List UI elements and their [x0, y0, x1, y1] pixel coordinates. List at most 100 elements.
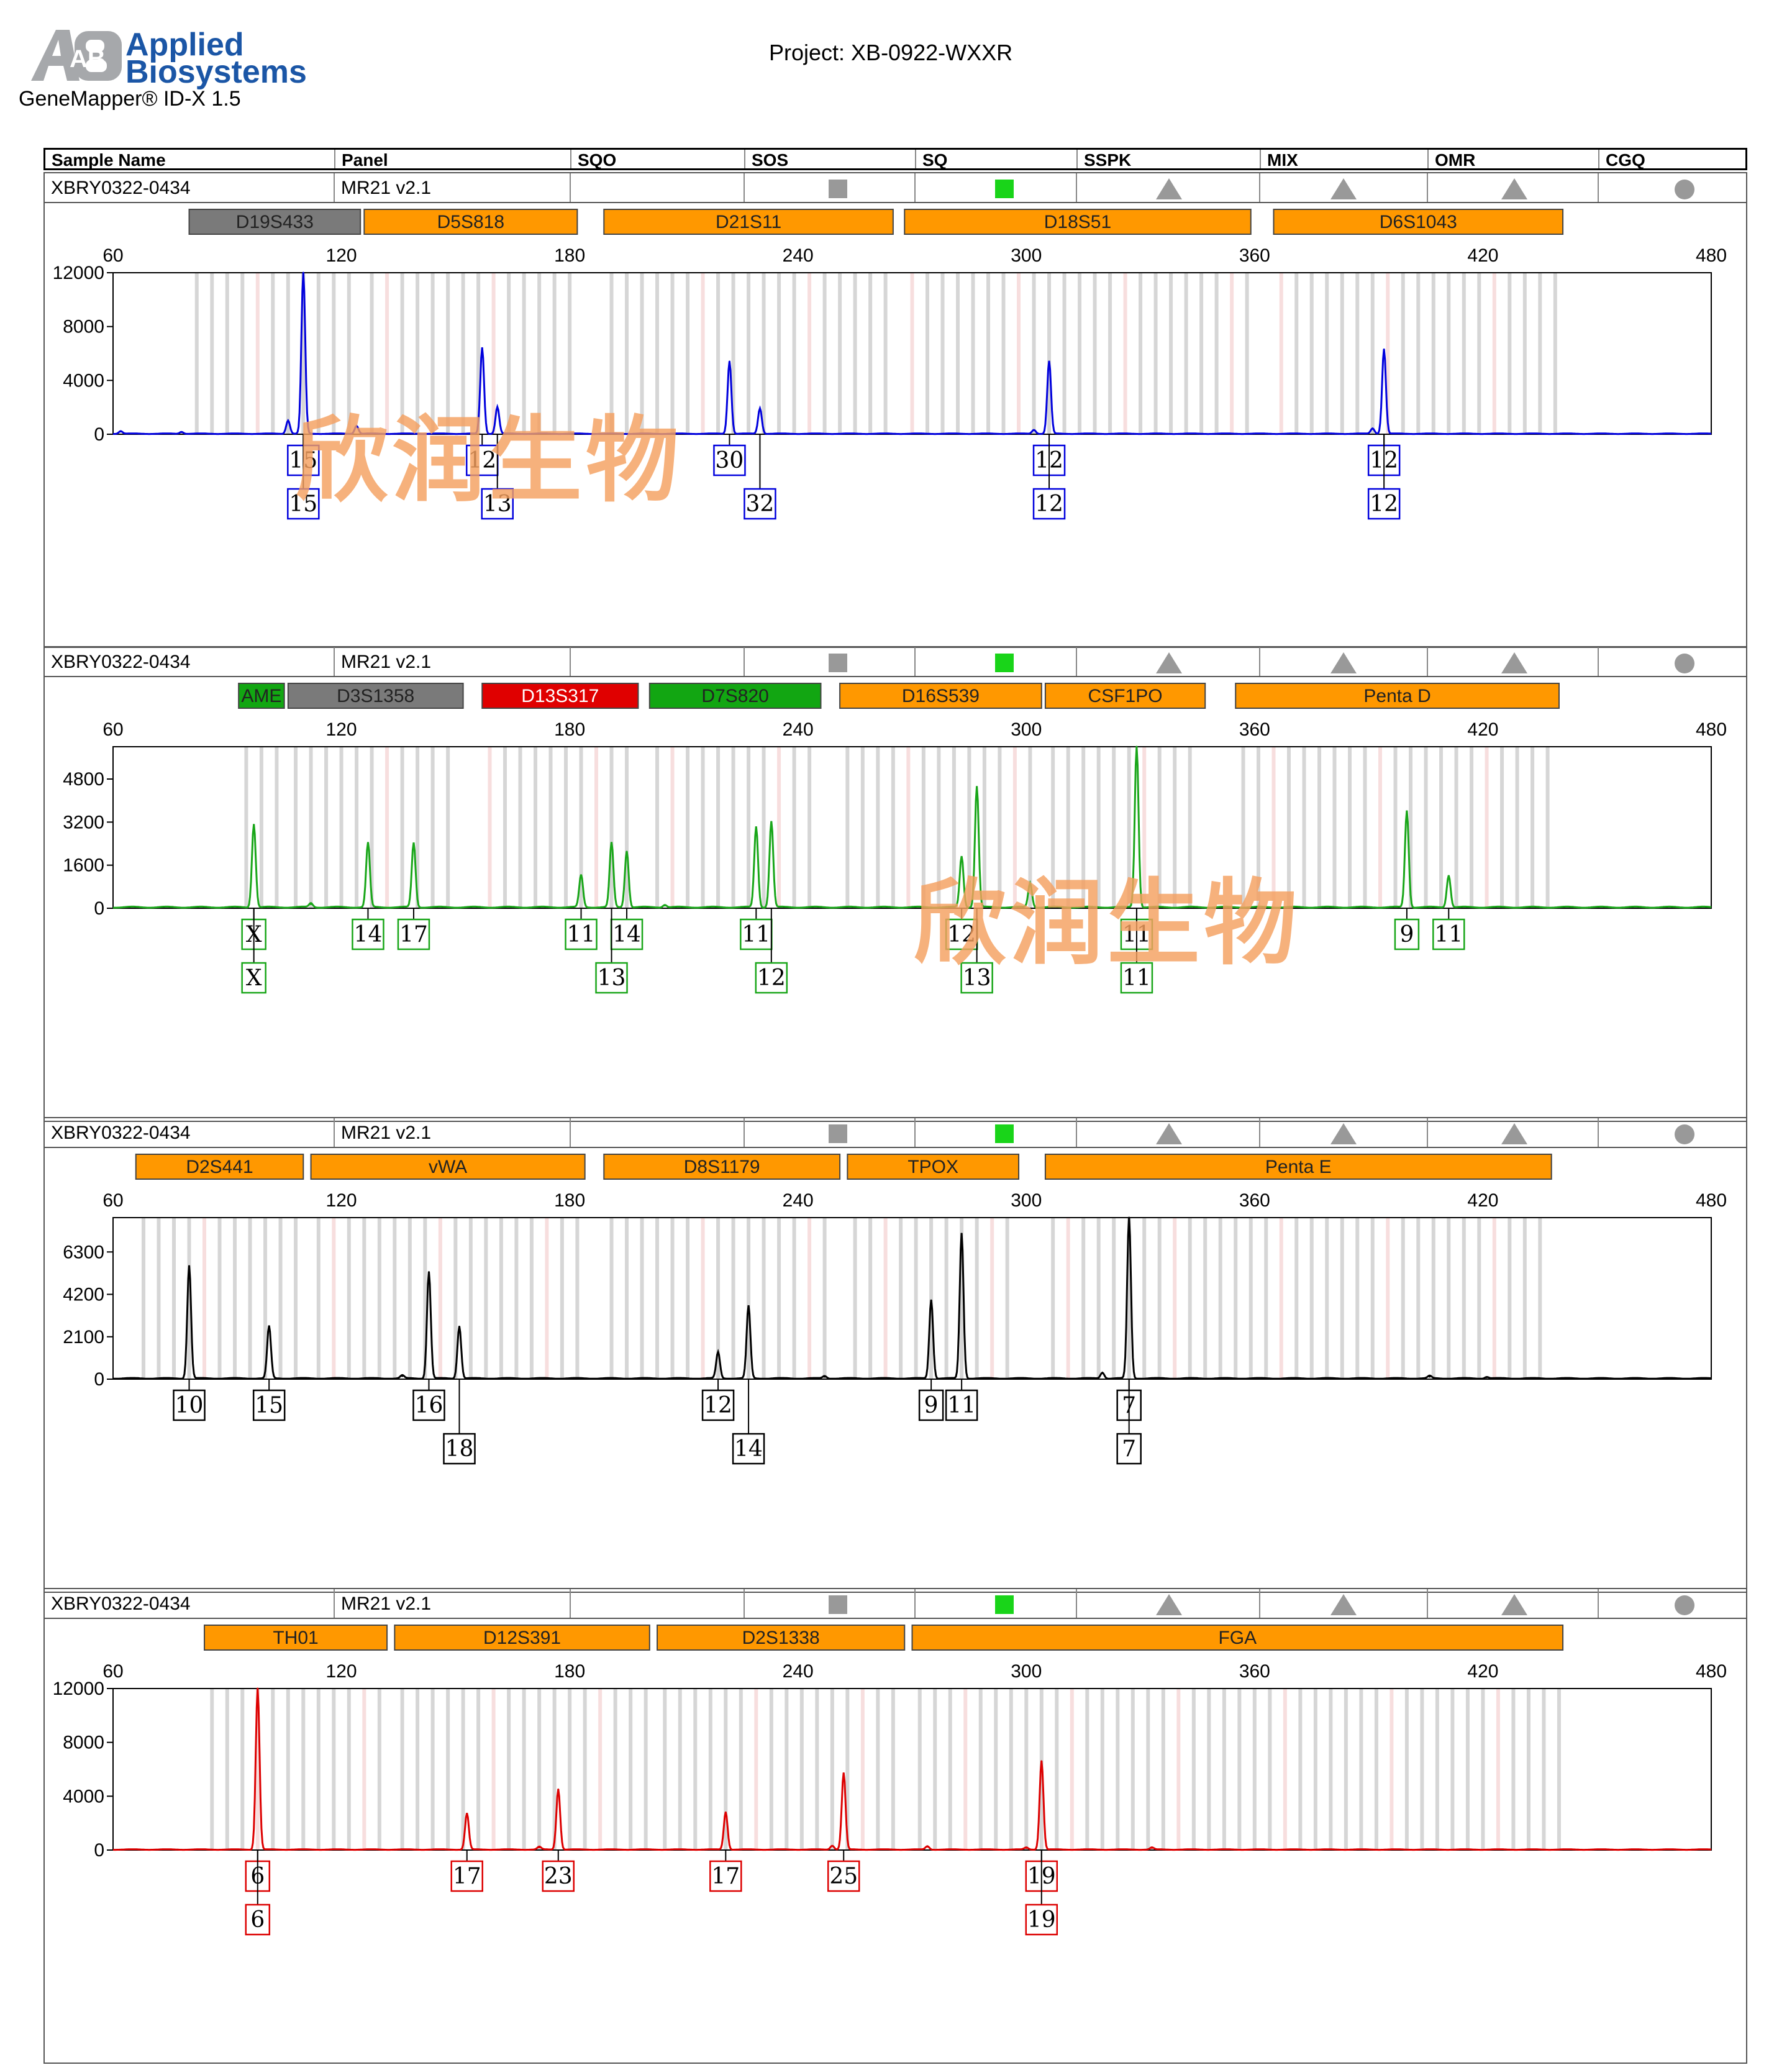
allele-call[interactable]: X — [241, 908, 266, 994]
allele-bin — [1028, 747, 1032, 908]
peak — [253, 824, 255, 826]
allele-bin — [377, 1689, 381, 1850]
allele-call[interactable]: 13 — [481, 434, 514, 520]
locus-marker[interactable]: D3S1358 — [287, 683, 464, 709]
allele-call[interactable]: 10 — [173, 1379, 206, 1421]
sample-row[interactable]: XBRY0322-0434 MR21 v2.1 — [45, 647, 1746, 677]
locus-marker[interactable]: CSF1PO — [1044, 683, 1206, 709]
allele-call[interactable]: 11 — [1120, 908, 1153, 994]
mix-indicator — [1330, 652, 1357, 673]
peak — [1025, 1847, 1027, 1849]
locus-marker[interactable]: D7S820 — [648, 683, 822, 709]
allele-call[interactable]: 19 — [1025, 1850, 1058, 1936]
allele-call[interactable]: 23 — [542, 1850, 575, 1892]
locus-marker[interactable]: D16S539 — [839, 683, 1042, 709]
allele-call[interactable]: 12 — [1367, 434, 1401, 520]
locus-marker[interactable]: D2S1338 — [657, 1625, 906, 1651]
allele-call[interactable]: 30 — [713, 434, 746, 476]
allele-bin — [446, 1689, 450, 1850]
allele-call[interactable]: 11 — [1432, 908, 1465, 950]
allele-call[interactable]: 12 — [1032, 434, 1066, 520]
allele-call[interactable]: 11 — [740, 908, 773, 950]
locus-marker[interactable]: D2S441 — [135, 1154, 304, 1180]
allele-bin — [568, 1689, 572, 1850]
allele-call[interactable]: 15 — [287, 434, 320, 520]
allele-call[interactable]: 11 — [945, 1379, 978, 1421]
allele-bin — [807, 1218, 812, 1379]
locus-marker[interactable]: vWA — [310, 1154, 586, 1180]
mix-cell — [1259, 647, 1427, 676]
header-panel[interactable]: Panel — [334, 150, 570, 170]
sample-row[interactable]: XBRY0322-0434 MR21 v2.1 — [45, 1118, 1746, 1148]
allele-call[interactable]: 17 — [450, 1850, 483, 1892]
header-sq[interactable]: SQ — [915, 150, 1076, 170]
allele-call[interactable]: 14 — [732, 1379, 765, 1465]
omr-indicator — [1501, 1594, 1527, 1615]
allele-call[interactable]: 13 — [595, 908, 628, 994]
mix-cell — [1259, 1589, 1427, 1618]
header-sos[interactable]: SOS — [744, 150, 915, 170]
locus-marker[interactable]: D6S1043 — [1273, 209, 1564, 235]
allele-call[interactable]: 18 — [443, 1379, 476, 1465]
locus-marker[interactable]: TPOX — [847, 1154, 1020, 1180]
allele-call[interactable]: 6 — [245, 1850, 271, 1936]
allele-call[interactable]: 7 — [1116, 1379, 1142, 1465]
allele-call[interactable]: 17 — [397, 908, 430, 950]
allele-call[interactable]: 25 — [827, 1850, 860, 1892]
allele-bin — [1078, 273, 1082, 434]
header-mix[interactable]: MIX — [1260, 150, 1427, 170]
allele-bin — [534, 747, 538, 908]
allele-call-label: 17 — [711, 1864, 740, 1889]
sspk-cell — [1076, 1589, 1259, 1618]
allele-call[interactable]: 13 — [960, 908, 993, 994]
header-sspk[interactable]: SSPK — [1076, 150, 1260, 170]
omr-indicator — [1501, 178, 1527, 199]
locus-marker-label: TPOX — [907, 1157, 958, 1177]
allele-call[interactable]: 12 — [465, 434, 499, 476]
locus-marker[interactable]: D8S1179 — [603, 1154, 841, 1180]
header-omr[interactable]: OMR — [1427, 150, 1598, 170]
locus-marker[interactable]: TH01 — [204, 1625, 388, 1651]
locus-marker[interactable]: D13S317 — [481, 683, 639, 709]
sq-cell — [914, 647, 1076, 676]
allele-call[interactable]: 12 — [755, 908, 788, 994]
allele-call[interactable]: 14 — [352, 908, 384, 950]
sample-row[interactable]: XBRY0322-0434 MR21 v2.1 — [45, 173, 1746, 203]
allele-bin — [1093, 273, 1097, 434]
locus-marker[interactable]: D21S11 — [603, 209, 894, 235]
allele-bin — [838, 273, 842, 434]
locus-marker[interactable]: D18S51 — [904, 209, 1252, 235]
allele-call[interactable]: 12 — [945, 908, 978, 950]
allele-call[interactable]: 14 — [610, 908, 644, 950]
x-tick-label: 360 — [1239, 1190, 1270, 1211]
locus-marker[interactable]: Penta D — [1235, 683, 1560, 709]
locus-marker[interactable]: AME — [238, 683, 285, 709]
allele-bin — [278, 1218, 283, 1379]
locus-marker[interactable]: FGA — [911, 1625, 1564, 1651]
allele-call[interactable]: 32 — [744, 434, 776, 520]
allele-bin — [1081, 1218, 1086, 1379]
allele-call[interactable]: 11 — [565, 908, 598, 950]
header-cgq[interactable]: CGQ — [1598, 150, 1749, 170]
header-sqo[interactable]: SQO — [570, 150, 744, 170]
allele-call[interactable]: 9 — [918, 1379, 944, 1421]
locus-marker[interactable]: Penta E — [1044, 1154, 1552, 1180]
allele-call[interactable]: 17 — [709, 1850, 742, 1892]
locus-marker[interactable]: D19S433 — [188, 209, 362, 235]
allele-bin — [400, 273, 404, 434]
allele-call[interactable]: 15 — [252, 1379, 286, 1421]
sample-row[interactable]: XBRY0322-0434 MR21 v2.1 — [45, 1589, 1746, 1619]
allele-bin — [1477, 1218, 1481, 1379]
header-sample-name[interactable]: Sample Name — [52, 150, 166, 170]
allele-call[interactable]: 12 — [701, 1379, 735, 1421]
allele-bin — [1557, 1689, 1561, 1850]
locus-marker[interactable]: D5S818 — [363, 209, 578, 235]
peak — [663, 905, 666, 907]
locus-marker[interactable]: D12S391 — [394, 1625, 650, 1651]
peak — [717, 1352, 719, 1354]
allele-call[interactable]: 9 — [1394, 908, 1420, 950]
allele-bin — [453, 1218, 458, 1379]
allele-call[interactable]: 16 — [412, 1379, 445, 1421]
allele-bin — [785, 1689, 789, 1850]
peak — [842, 1772, 845, 1774]
